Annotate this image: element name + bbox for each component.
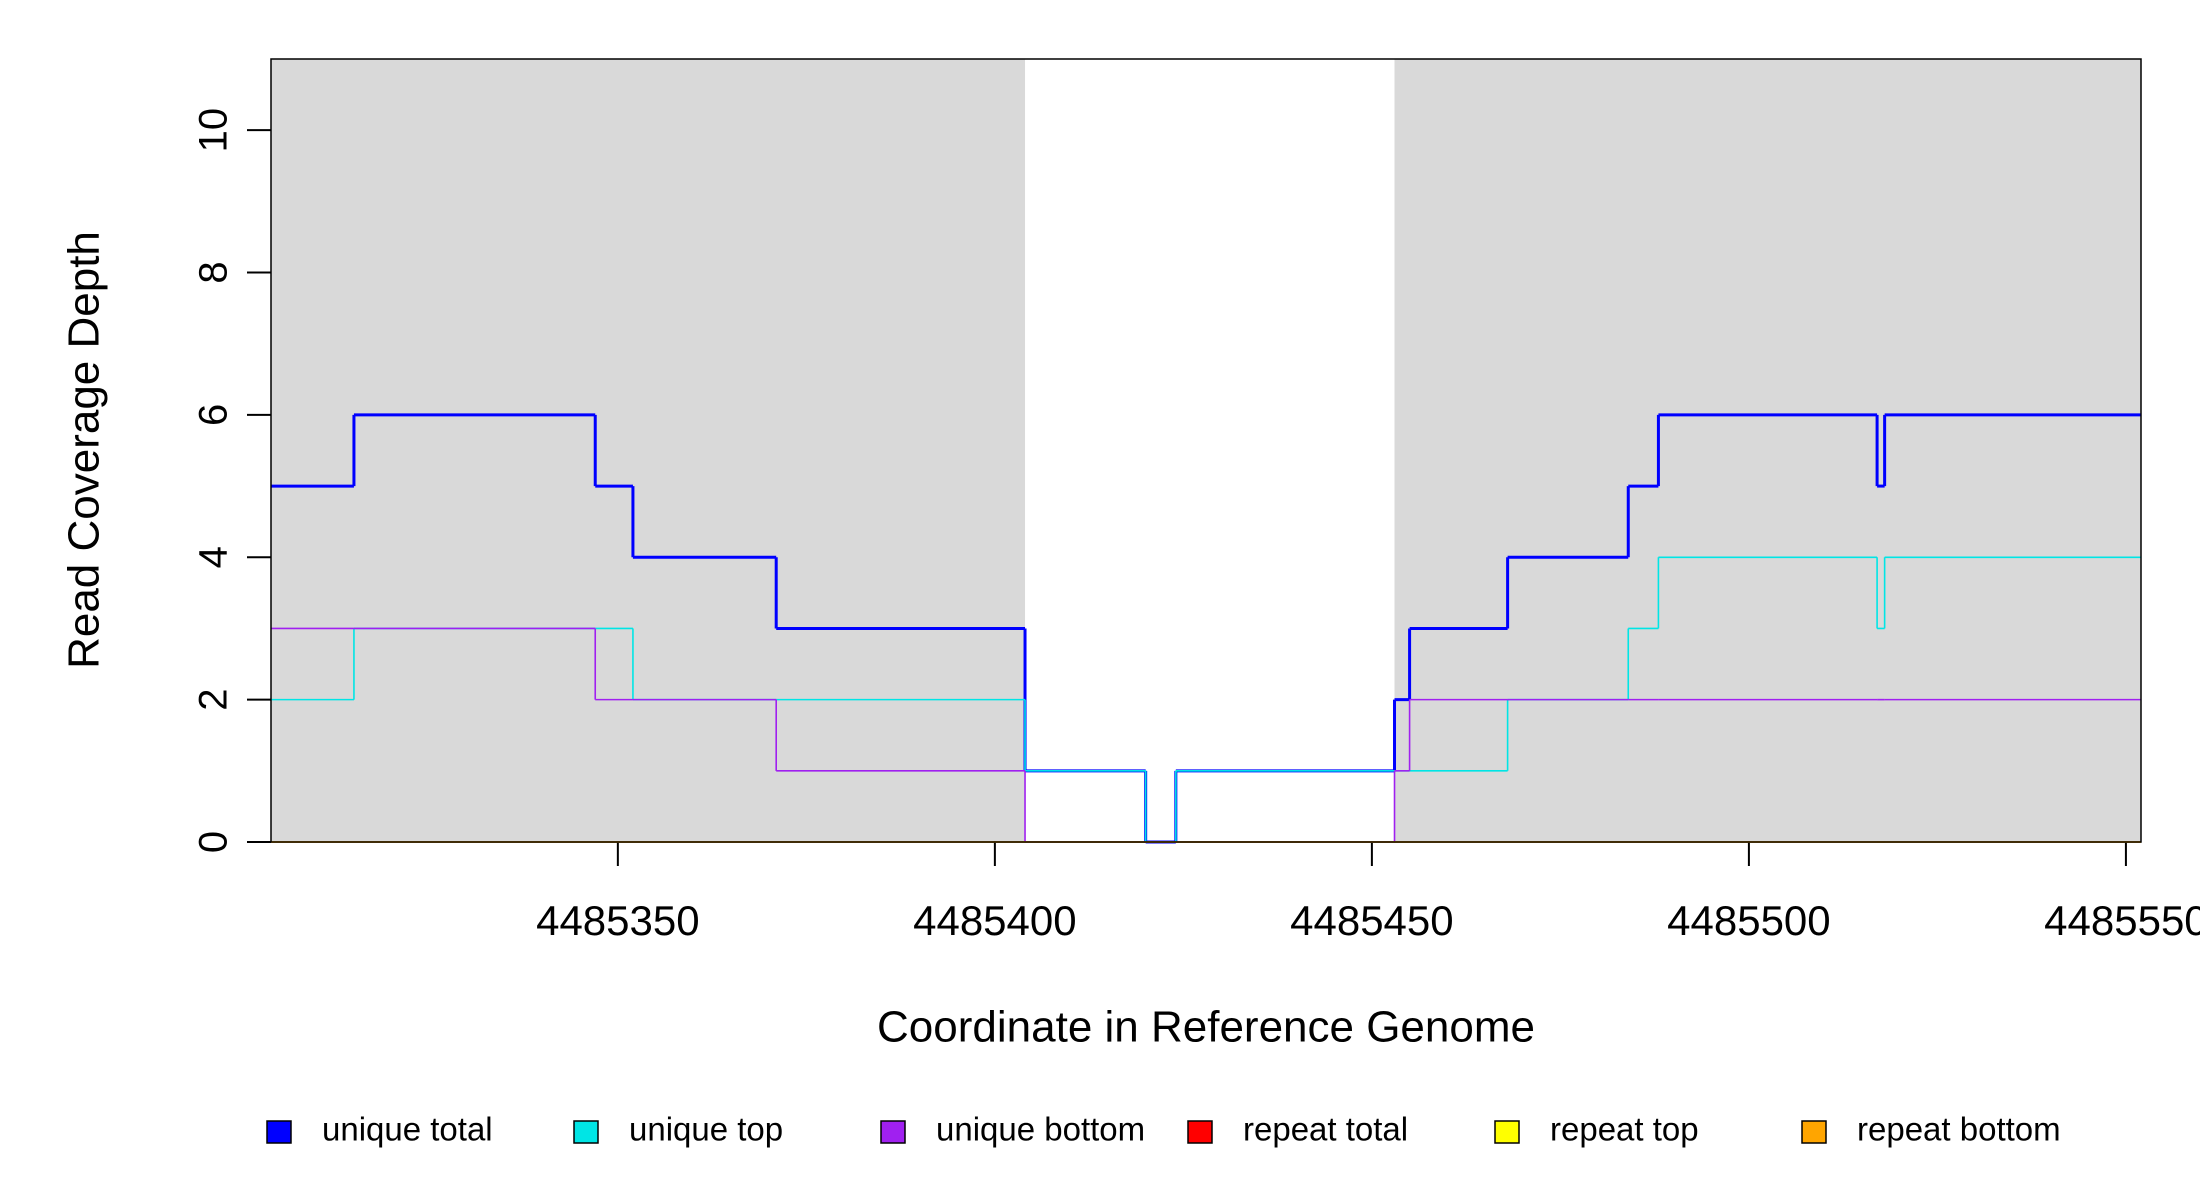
x-tick-label: 4485500 xyxy=(1667,897,1831,944)
legend-label: repeat total xyxy=(1243,1111,1408,1148)
legend-label: repeat bottom xyxy=(1857,1111,2061,1148)
legend-label: unique bottom xyxy=(936,1111,1145,1148)
y-tick-label: 10 xyxy=(192,108,236,153)
legend-swatch xyxy=(266,1120,292,1144)
legend-swatch xyxy=(880,1120,906,1144)
legend-swatch xyxy=(573,1120,599,1144)
legend-swatch xyxy=(1801,1120,1827,1144)
y-tick-label: 8 xyxy=(192,261,236,283)
legend-label: unique top xyxy=(629,1111,783,1148)
x-tick-label: 4485400 xyxy=(913,897,1077,944)
legend-swatch xyxy=(1494,1120,1520,1144)
legend-label: repeat top xyxy=(1550,1111,1699,1148)
x-tick-label: 4485550 xyxy=(2044,897,2200,944)
legend-swatch xyxy=(1187,1120,1213,1144)
y-tick-label: 0 xyxy=(192,831,236,853)
y-tick-label: 2 xyxy=(192,689,236,711)
shaded-region xyxy=(271,59,1026,842)
y-tick-label: 6 xyxy=(192,404,236,426)
y-axis-label: Read Coverage Depth xyxy=(60,231,109,669)
x-tick-label: 4485350 xyxy=(536,897,700,944)
legend-label: unique total xyxy=(322,1111,493,1148)
y-tick-label: 4 xyxy=(192,546,236,568)
x-tick-label: 4485450 xyxy=(1290,897,1454,944)
plot-frame xyxy=(270,58,2142,843)
shaded-region xyxy=(1394,59,2141,842)
x-axis-label: Coordinate in Reference Genome xyxy=(877,1003,1535,1052)
